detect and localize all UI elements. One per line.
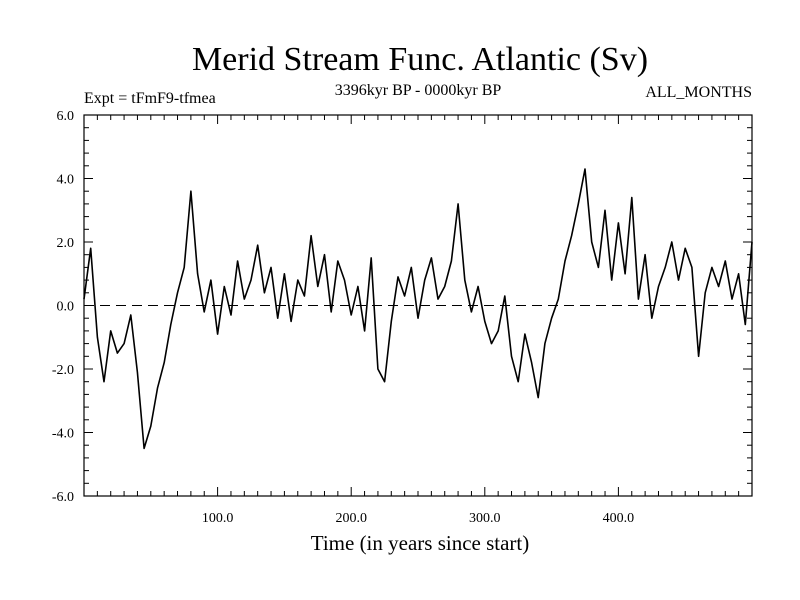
subtitle-months: ALL_MONTHS <box>645 84 752 101</box>
x-tick-label: 400.0 <box>603 511 635 526</box>
tick-marks <box>84 114 752 497</box>
y-tick-label: -4.0 <box>52 427 74 442</box>
y-tick-label: -2.0 <box>52 363 74 378</box>
y-tick-label: 4.0 <box>57 173 75 188</box>
x-tick-label: 100.0 <box>202 511 234 526</box>
subtitle-experiment: Expt = tFmF9-tfmea <box>84 90 216 107</box>
y-tick-labels: -6.0 -4.0 -2.0 0.0 2.0 4.0 6.0 <box>52 109 74 505</box>
x-axis-label: Time (in years since start) <box>311 531 530 555</box>
x-tick-label: 200.0 <box>335 511 367 526</box>
plot-area-frame <box>83 114 753 497</box>
series-line <box>83 168 753 450</box>
y-tick-label: 2.0 <box>57 236 75 251</box>
y-tick-label: 6.0 <box>57 109 75 124</box>
subtitle-time-range: 3396kyr BP - 0000kyr BP <box>335 82 502 99</box>
chart-title: Merid Stream Func. Atlantic (Sv) <box>192 41 648 78</box>
x-tick-label: 300.0 <box>469 511 501 526</box>
y-tick-label: -6.0 <box>52 490 74 505</box>
x-tick-labels: 100.0 200.0 300.0 400.0 <box>202 511 634 526</box>
series-layer <box>83 168 753 450</box>
y-tick-label: 0.0 <box>57 300 75 315</box>
